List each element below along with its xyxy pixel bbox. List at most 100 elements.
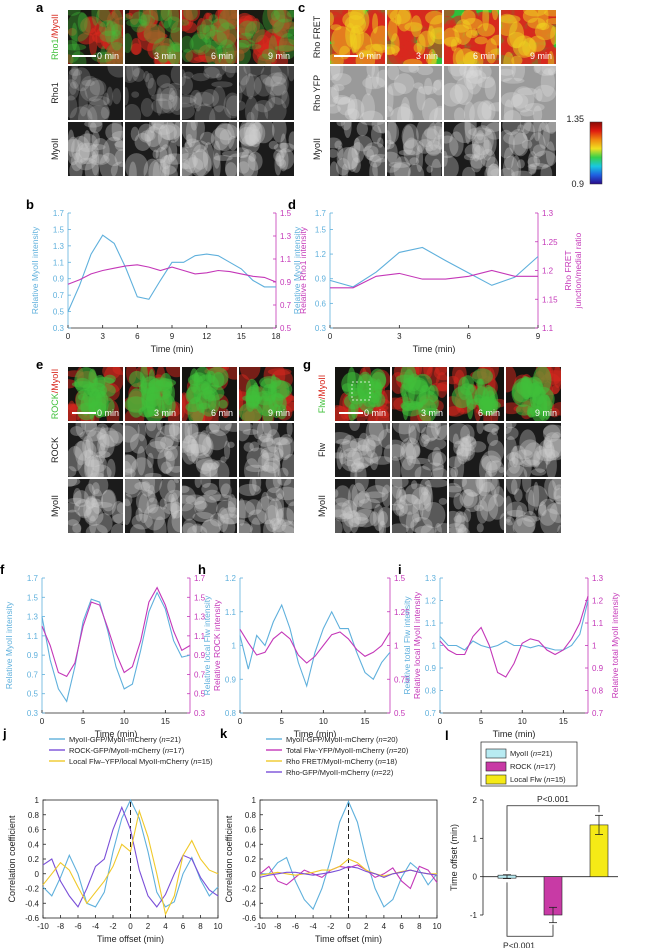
texture-blob [79, 75, 101, 102]
texture-blob [510, 479, 518, 496]
texture-blob [276, 507, 294, 527]
series-line-rho-fret [330, 269, 538, 289]
time-label: 9 min [535, 408, 557, 418]
texture-blob [184, 423, 193, 444]
texture-blob [378, 511, 388, 526]
legend-text: n [374, 768, 378, 777]
texture-blob [243, 66, 265, 77]
texture-blob [137, 423, 146, 442]
tile-bg [335, 479, 390, 533]
texture-blob [506, 451, 524, 477]
texture-blob [512, 132, 529, 157]
texture-blob [263, 457, 281, 474]
texture-blob [89, 79, 107, 96]
texture-blob [227, 497, 237, 519]
y-tick-label-right: 0.7 [592, 709, 604, 718]
time-label: 3 min [154, 51, 176, 61]
texture-blob [330, 161, 339, 176]
texture-blob [421, 502, 446, 529]
texture-blob [100, 106, 111, 119]
texture-blob [239, 42, 251, 64]
texture-blob [438, 128, 442, 154]
x-tick-label: 0 [438, 717, 443, 726]
texture-blob [68, 139, 84, 152]
texture-blob [239, 154, 259, 176]
texture-blob [522, 37, 537, 57]
texture-blob [337, 96, 356, 116]
texture-blob [204, 29, 228, 50]
texture-blob [347, 484, 359, 514]
texture-blob [248, 122, 266, 145]
texture-blob [84, 438, 91, 467]
texture-blob [339, 45, 351, 60]
texture-blob [125, 423, 140, 443]
texture-blob [205, 40, 223, 64]
texture-blob [537, 122, 550, 149]
y-tick-label-left: 1.3 [53, 242, 65, 251]
texture-blob [68, 68, 83, 76]
texture-blob [276, 148, 294, 170]
texture-blob [481, 101, 492, 120]
texture-blob [476, 130, 484, 141]
texture-blob [257, 37, 265, 51]
x-tick-label: 0 [238, 717, 243, 726]
texture-blob [146, 497, 159, 514]
texture-blob [506, 423, 517, 429]
y-tick-label-left: 1.5 [53, 225, 65, 234]
texture-blob [359, 110, 384, 120]
legend-text: n [165, 746, 169, 755]
texture-blob [110, 25, 123, 38]
significance-bracket [506, 882, 554, 937]
texture-blob [183, 10, 198, 21]
texture-blob [352, 492, 372, 521]
texture-blob [365, 74, 373, 96]
texture-blob [105, 44, 123, 64]
texture-blob [330, 104, 341, 114]
texture-blob [529, 390, 537, 408]
texture-blob [239, 20, 258, 37]
texture-blob [261, 449, 270, 472]
texture-blob [148, 122, 156, 134]
texture-blob [447, 66, 467, 77]
series-line-rho1 [67, 264, 277, 285]
texture-blob [398, 489, 407, 502]
texture-blob [246, 447, 269, 469]
texture-blob [260, 446, 284, 461]
texture-blob [239, 32, 254, 39]
series-line-myoii [439, 595, 589, 678]
texture-blob [330, 86, 339, 107]
texture-blob [106, 86, 114, 106]
texture-blob [387, 10, 398, 20]
texture-blob [239, 49, 245, 62]
texture-blob [182, 122, 205, 144]
texture-blob [425, 140, 442, 156]
channel-label-part: ROCK [50, 437, 60, 463]
legend-text: =20) [393, 746, 409, 755]
y-tick-label-left: 1.1 [425, 619, 437, 628]
texture-blob [335, 452, 346, 459]
texture-blob [239, 500, 256, 519]
texture-blob [68, 479, 81, 487]
x-tick-label: 10 [214, 922, 223, 931]
texture-blob [547, 67, 556, 76]
texture-blob [220, 456, 227, 463]
texture-blob [211, 81, 233, 88]
texture-blob [69, 81, 77, 95]
texture-blob [362, 145, 379, 158]
texture-blob [103, 374, 116, 384]
texture-blob [154, 430, 166, 453]
texture-blob [469, 101, 492, 120]
texture-blob [125, 454, 137, 473]
texture-blob [72, 523, 82, 533]
texture-blob [89, 472, 105, 477]
texture-blob [483, 128, 497, 156]
texture-blob [444, 131, 453, 144]
micrograph-tile [449, 423, 504, 477]
texture-blob [523, 10, 547, 17]
tile-bg [387, 122, 442, 176]
y-tick-label-right: 0.5 [280, 324, 292, 333]
y-tick-label: -0.4 [242, 899, 256, 908]
texture-blob [86, 427, 110, 457]
texture-blob [434, 523, 442, 533]
texture-blob [424, 77, 433, 96]
